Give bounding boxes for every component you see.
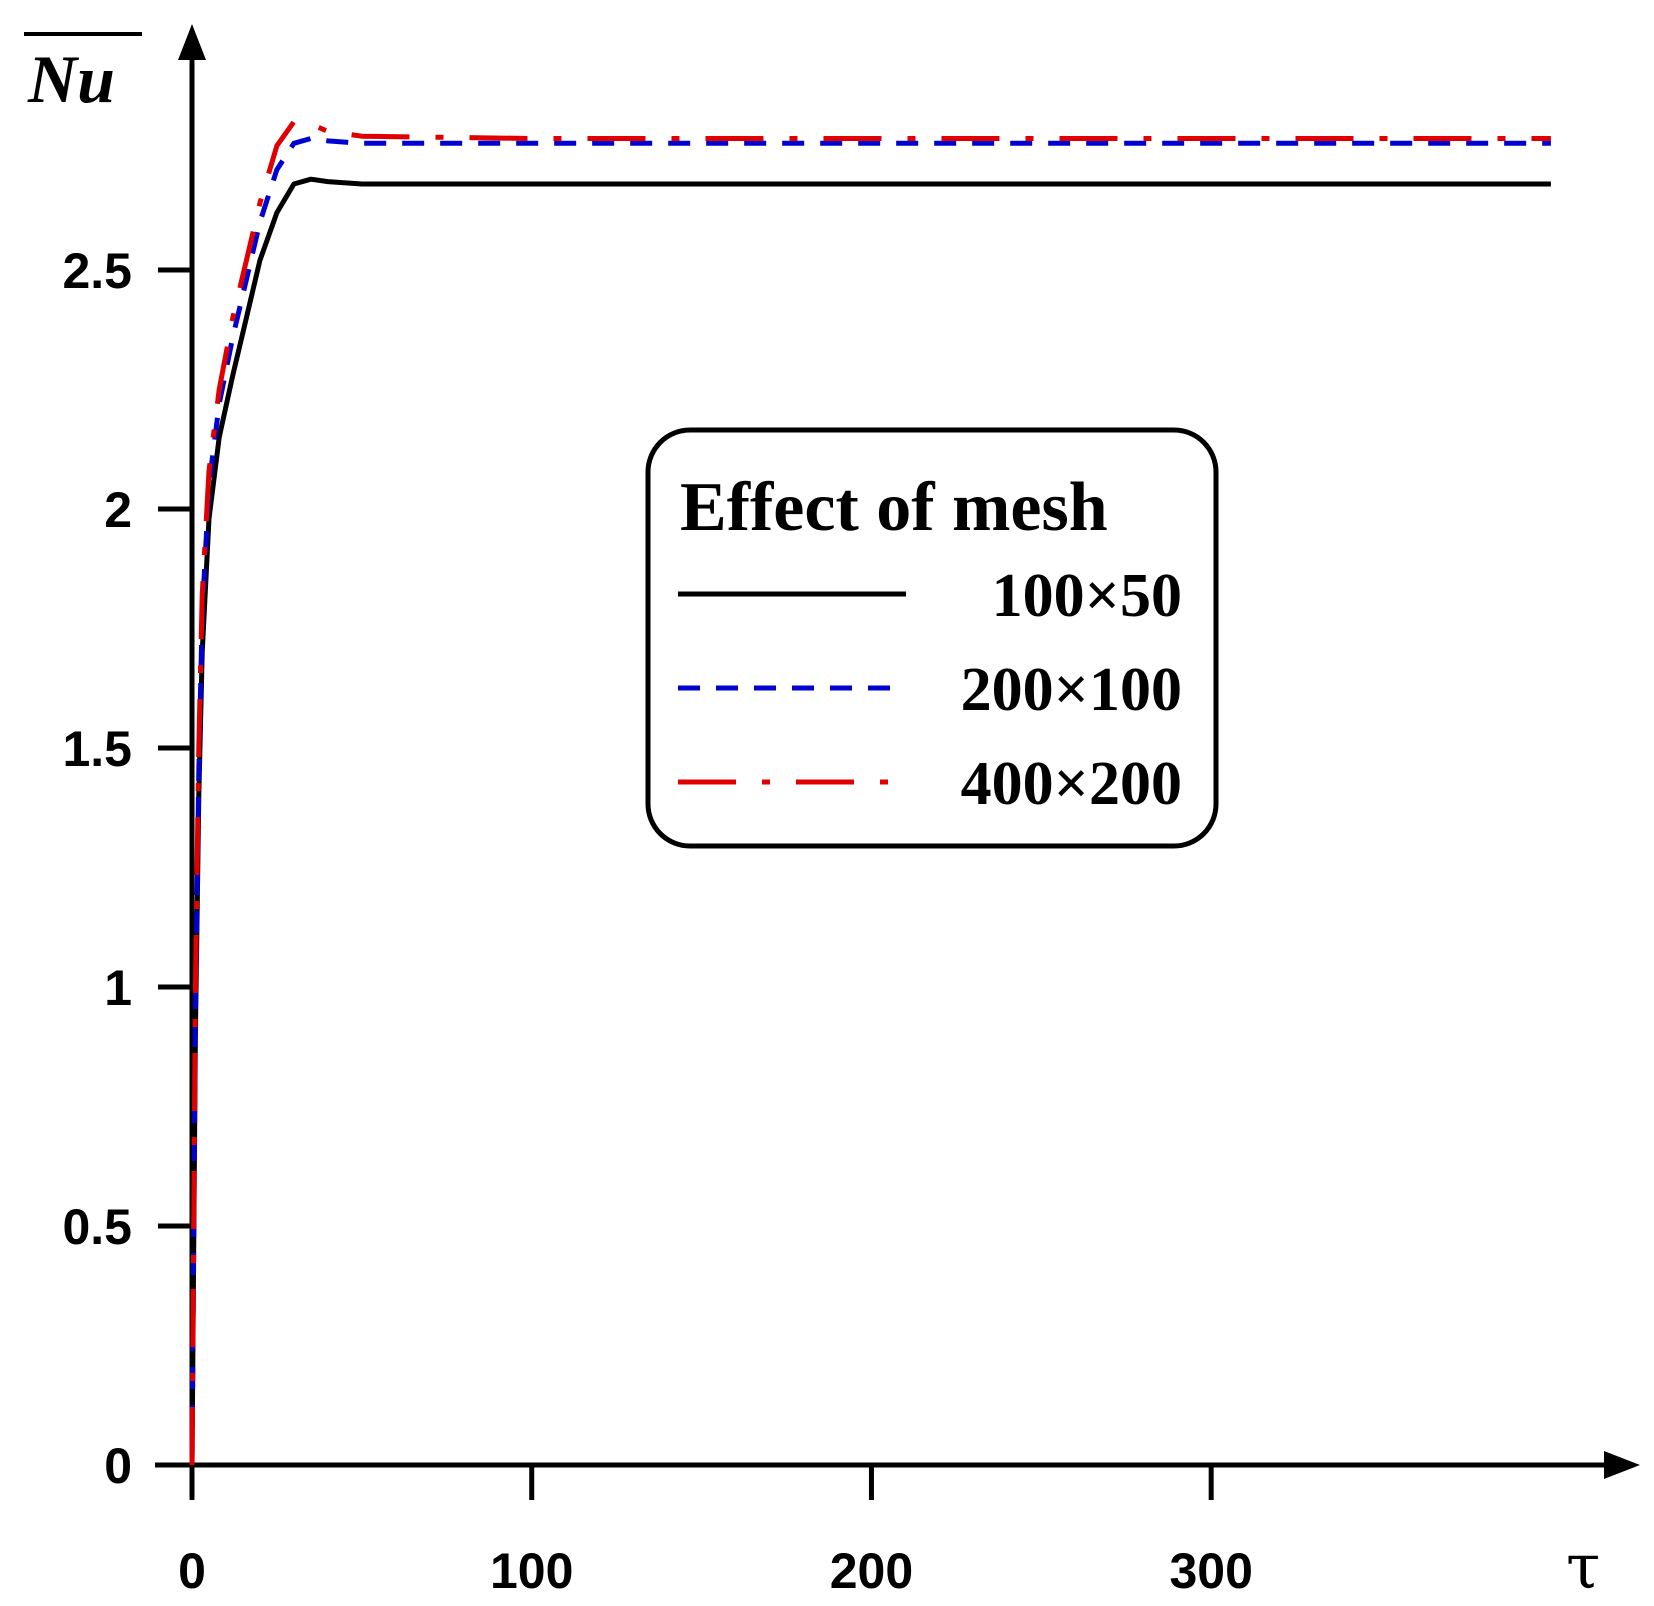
series-group: [189, 119, 1551, 1466]
legend-title: Effect of mesh: [680, 469, 1108, 546]
y-axis-arrow: [178, 24, 206, 60]
x-tick-label: 0: [178, 1543, 206, 1599]
series-line-2: [189, 136, 1551, 1466]
y-tick-label: 2: [104, 482, 132, 538]
y-tick-label: 2.5: [62, 243, 132, 299]
series-line-1: [189, 176, 1551, 1466]
ticks-group: 0 0.5 1 1.5 2 2.5 0 100 200 300: [62, 243, 1252, 1599]
y-tick-label: 1.5: [62, 721, 132, 777]
x-tick-label: 300: [1169, 1543, 1252, 1599]
y-tick-label: 0.5: [62, 1199, 132, 1255]
legend-box: [645, 427, 1219, 849]
x-tick-label: 100: [490, 1543, 573, 1599]
legend-label-2: 200×100: [961, 656, 1182, 724]
series-line-3: [189, 119, 1551, 1466]
y-tick-label: 1: [104, 960, 132, 1016]
x-axis-title: τ: [1566, 1530, 1600, 1603]
x-tick-label: 200: [830, 1543, 913, 1599]
legend-label-3: 400×200: [961, 750, 1182, 818]
y-tick-label: 0: [104, 1438, 132, 1494]
y-axis-title: Nu: [27, 41, 115, 117]
legend: Effect of mesh 100×50 200×100 400×200: [645, 427, 1219, 849]
legend-label-1: 100×50: [992, 562, 1182, 630]
x-axis-arrow: [1604, 1451, 1640, 1479]
